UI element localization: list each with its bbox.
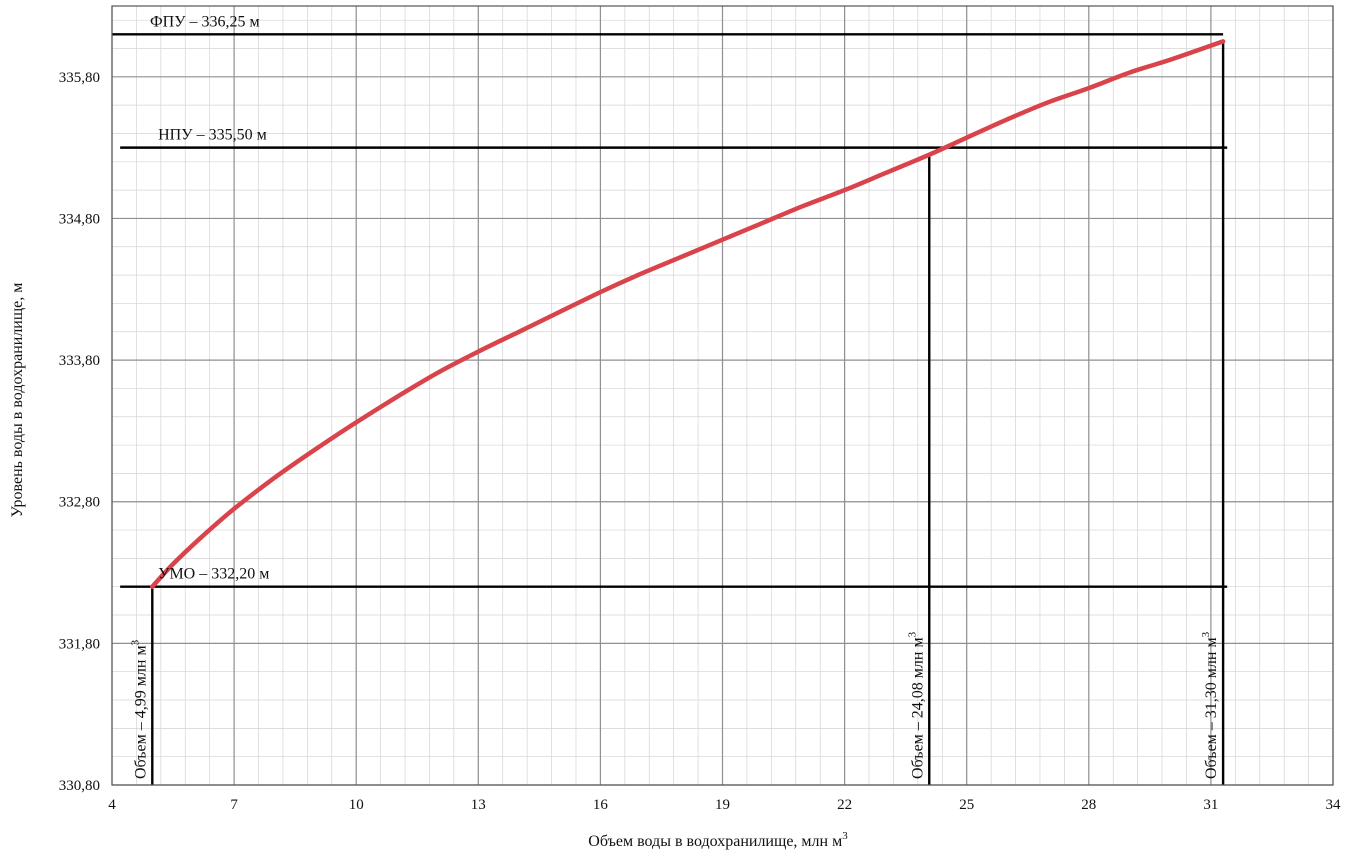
x-tick-label: 34 (1326, 797, 1342, 813)
x-tick-label: 16 (593, 797, 609, 813)
x-axis-title-text: Объем воды в водохранилище, млн м (588, 833, 842, 850)
annotations: ФПУ – 336,25 м НПУ – 335,50 м УМО – 332,20… (129, 13, 1220, 779)
y-tick-label: 333,80 (59, 353, 100, 369)
y-tick-label: 335,80 (59, 70, 100, 86)
vertical-reference-label-sup: 3 (129, 639, 141, 645)
x-axis-title: Объем воды в водохранилище, млн м3 (588, 830, 848, 850)
plot-border (111, 5, 1334, 786)
y-tick-label: 334,80 (59, 211, 100, 227)
y-tick-label: 331,80 (59, 636, 100, 652)
tick-labels: 4 7 10 13 16 19 22 25 28 31 34330,80331,80332,8033… (59, 70, 1341, 813)
horizontal-reference-label: УМО – 332,20 м (158, 566, 269, 583)
x-tick-label: 19 (715, 797, 730, 813)
x-tick-label: 25 (959, 797, 974, 813)
volume-level-curve (150, 39, 1226, 589)
x-tick-label: 10 (349, 797, 364, 813)
vertical-reference-label-text: Объем – 31,30 млн м (1203, 637, 1220, 779)
x-tick-label: 31 (1203, 797, 1218, 813)
vertical-reference-label-text: Объем – 24,08 млн м (909, 637, 926, 779)
y-tick-label: 330,80 (59, 778, 100, 794)
x-tick-label: 4 (108, 797, 116, 813)
vertical-reference-label-text: Объем – 4,99 млн м (132, 645, 149, 779)
y-axis-title: Уровень воды в водохранилище, м (9, 283, 26, 518)
x-tick-label: 7 (230, 797, 238, 813)
vertical-reference-label-sup: 3 (1200, 631, 1212, 637)
major-grid (111, 6, 1334, 786)
vertical-reference-label: Объем – 4,99 млн м3 (129, 639, 149, 779)
y-tick-label: 332,80 (59, 495, 100, 511)
vertical-reference-label: Объем – 24,08 млн м3 (906, 631, 926, 779)
vertical-reference-label-sup: 3 (906, 631, 918, 637)
x-tick-label: 28 (1081, 797, 1096, 813)
series-layer (150, 39, 1226, 589)
vertical-reference-label: Объем – 31,30 млн м3 (1200, 631, 1220, 779)
x-tick-label: 13 (471, 797, 486, 813)
reference-lines (112, 33, 1228, 785)
horizontal-reference-label: НПУ – 335,50 м (158, 127, 267, 144)
x-axis-title-sup: 3 (842, 830, 848, 842)
x-tick-label: 22 (837, 797, 852, 813)
horizontal-reference-label: ФПУ – 336,25 м (150, 13, 260, 30)
plot-frame (111, 5, 1334, 786)
